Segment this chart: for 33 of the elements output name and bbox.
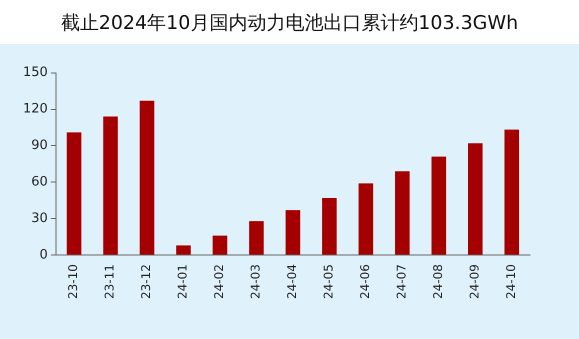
x-tick-label: 24-08: [430, 264, 445, 300]
bar: [504, 130, 520, 255]
bar: [286, 210, 300, 255]
x-tick-label: 24-05: [322, 264, 336, 300]
x-tick-label: 23-12: [139, 264, 154, 300]
x-tick-label: 24-01: [176, 264, 190, 300]
x-tick-label: 24-10: [504, 264, 518, 300]
x-tick-label: 23-11: [102, 264, 117, 300]
x-tick-label: 24-02: [212, 264, 226, 300]
bar: [103, 116, 118, 255]
x-tick-label: 24-09: [467, 264, 482, 300]
x-tick-label: 24-04: [285, 264, 300, 300]
bar: [66, 132, 82, 255]
bar: [249, 221, 264, 255]
bar: [395, 171, 410, 255]
x-tick-label: 24-03: [248, 264, 263, 300]
x-tick-label: 23-10: [66, 264, 80, 300]
bar: [358, 183, 374, 255]
y-tick-label: 90: [31, 138, 48, 154]
bar: [322, 198, 337, 255]
bar: [176, 245, 191, 255]
x-tick-label: 24-07: [394, 264, 408, 300]
y-tick-label: 60: [31, 174, 48, 190]
bar: [468, 143, 483, 255]
bar: [140, 100, 154, 255]
y-tick-label: 120: [22, 102, 48, 117]
chart-title: 截止2024年10月国内动力电池出口累计约103.3GWh: [60, 11, 520, 36]
y-tick-label: 30: [31, 211, 48, 226]
bar: [432, 156, 446, 255]
y-tick-label: 150: [22, 65, 48, 80]
bar: [212, 236, 228, 255]
y-tick-label: 0: [40, 248, 48, 263]
x-tick-label: 24-06: [358, 264, 372, 300]
